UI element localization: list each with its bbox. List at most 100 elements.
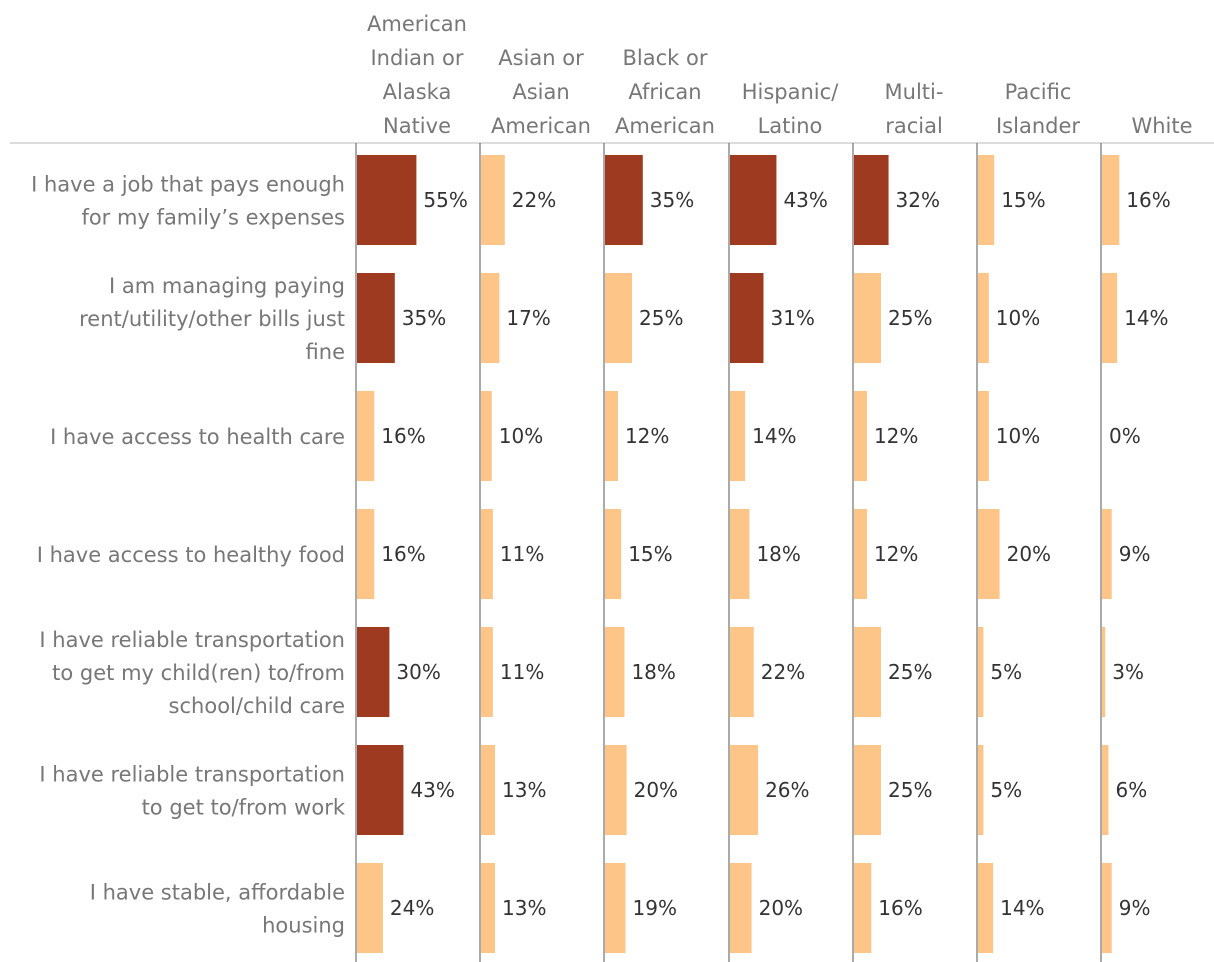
bar (481, 155, 505, 245)
bar (730, 863, 752, 953)
bar (978, 745, 984, 835)
column-header-line: Black or (623, 46, 708, 70)
value-label: 31% (770, 306, 814, 330)
column-header: Black or African American (615, 46, 715, 138)
value-label: 6% (1115, 778, 1147, 802)
row-label-line: I have access to healthy food (37, 543, 345, 567)
value-label: 12% (625, 424, 669, 448)
column-header-line: Multi- (885, 80, 944, 104)
value-label: 18% (756, 542, 800, 566)
bar (1102, 863, 1112, 953)
row-label-line: housing (262, 914, 345, 938)
value-label: 35% (402, 306, 446, 330)
value-label: 26% (765, 778, 809, 802)
value-label: 20% (1007, 542, 1051, 566)
row-label: I am managing paying rent/utility/other b… (79, 274, 345, 364)
value-label: 25% (888, 306, 932, 330)
bar (978, 627, 984, 717)
bar (357, 745, 404, 835)
value-label: 10% (996, 306, 1040, 330)
bar (730, 509, 750, 599)
value-label: 43% (410, 778, 454, 802)
value-label: 16% (878, 896, 922, 920)
row-label-line: rent/utility/other bills just (79, 307, 345, 331)
value-label: 15% (1001, 188, 1045, 212)
value-label: 24% (390, 896, 434, 920)
bar (978, 863, 994, 953)
bar (978, 509, 1000, 599)
value-label: 9% (1119, 542, 1151, 566)
row-label: I have reliable transportation to get my … (39, 628, 345, 718)
value-label: 14% (1000, 896, 1044, 920)
bar (854, 391, 867, 481)
column-header: Pacific Islander (996, 80, 1080, 138)
bar (481, 627, 493, 717)
value-label: 10% (499, 424, 543, 448)
value-label: 22% (761, 660, 805, 684)
column-header-line: Asian or (498, 46, 584, 70)
bar (481, 863, 496, 953)
bar (978, 273, 989, 363)
value-label: 16% (1126, 188, 1170, 212)
value-label: 20% (634, 778, 678, 802)
column-header: Asian or Asian American (491, 46, 591, 138)
bar (605, 627, 625, 717)
value-label: 30% (396, 660, 440, 684)
bar (357, 391, 375, 481)
column-header-line: American (615, 114, 715, 138)
bar (854, 745, 881, 835)
column-header-line: American (367, 12, 467, 36)
value-label: 12% (874, 542, 918, 566)
row-label: I have access to health care (50, 425, 345, 449)
value-label: 17% (506, 306, 550, 330)
value-label: 22% (512, 188, 556, 212)
bar (481, 273, 500, 363)
value-label: 10% (996, 424, 1040, 448)
value-label: 11% (500, 542, 544, 566)
column-header: White (1131, 114, 1192, 138)
bar (357, 627, 390, 717)
value-label: 13% (502, 896, 546, 920)
bar (481, 391, 492, 481)
row-label-line: to get to/from work (142, 796, 346, 820)
bar (605, 155, 643, 245)
bar (1102, 745, 1109, 835)
bar (605, 509, 622, 599)
bar (978, 391, 989, 481)
value-label: 14% (1124, 306, 1168, 330)
value-label: 15% (628, 542, 672, 566)
row-label-line: I have stable, affordable (90, 881, 345, 905)
row-label-line: I have access to health care (50, 425, 345, 449)
bar (357, 863, 383, 953)
bar (1102, 155, 1120, 245)
bar (854, 155, 889, 245)
column-header-line: Native (383, 114, 451, 138)
value-label: 19% (633, 896, 677, 920)
column-header-line: Pacific (1005, 80, 1072, 104)
value-label: 18% (631, 660, 675, 684)
value-label: 0% (1109, 424, 1141, 448)
value-label: 11% (500, 660, 544, 684)
column-header-line: American (491, 114, 591, 138)
bar (357, 509, 375, 599)
column-header: Multi-racial (885, 80, 944, 138)
bar (481, 509, 493, 599)
bar (605, 745, 627, 835)
column-axes (355, 143, 1102, 962)
value-label: 16% (381, 424, 425, 448)
bar (357, 155, 417, 245)
value-label: 12% (874, 424, 918, 448)
bar (605, 273, 632, 363)
column-header-line: White (1131, 114, 1192, 138)
column-header-line: Asian (512, 80, 569, 104)
bar (854, 863, 872, 953)
bar (854, 627, 881, 717)
value-label: 32% (896, 188, 940, 212)
bar (730, 273, 764, 363)
value-label: 5% (990, 660, 1022, 684)
column-header-line: racial (885, 114, 943, 138)
row-labels: I have a job that pays enough for my fami… (31, 173, 346, 938)
value-label: 9% (1119, 896, 1151, 920)
row-label: I have access to healthy food (37, 543, 345, 567)
